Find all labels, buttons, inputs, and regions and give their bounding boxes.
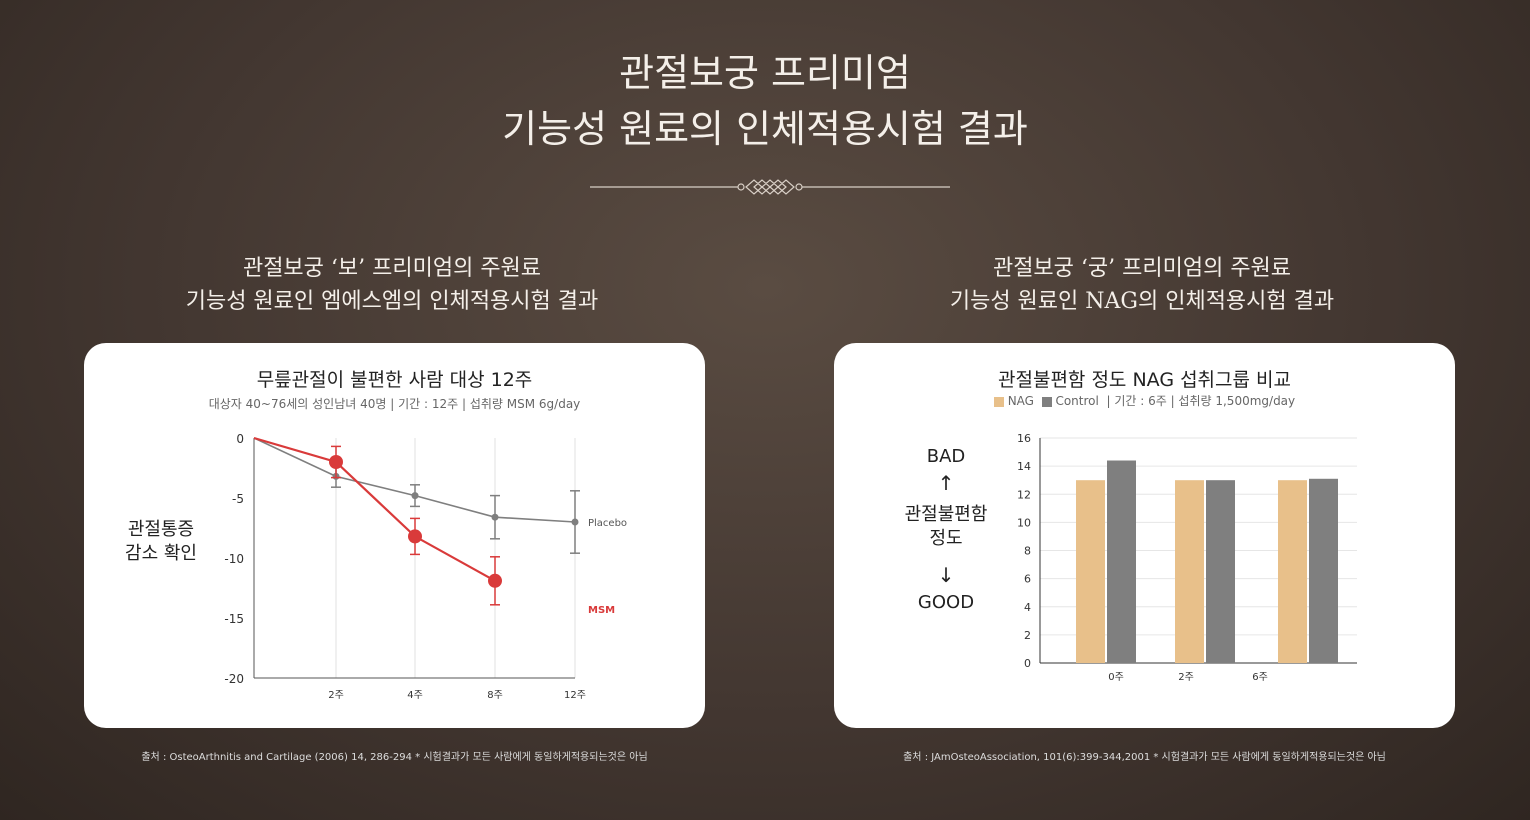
nag-bar [1175, 480, 1204, 663]
y-tick-label: 10 [1017, 516, 1031, 529]
main-title: 관절보궁 프리미엄 기능성 원료의 인체적용시험 결과 [0, 45, 1530, 157]
control-bar [1309, 478, 1338, 663]
ornament-divider-icon [590, 179, 950, 195]
y-tick-label: -5 [232, 492, 244, 506]
msm-y-axis-label-line1: 관절통증 [127, 519, 195, 540]
y-tick-label: -20 [224, 672, 244, 686]
msm-chart-subtitle: 대상자 40~76세의 성인남녀 40명 | 기간 : 12주 | 섭취량 MS… [208, 397, 581, 411]
control-bar [1206, 480, 1235, 663]
nag-y-axis-label: BAD ↑ 관절불편함 정도 ↓ GOOD [886, 445, 1006, 615]
nag-legend-label: NAG [1007, 394, 1034, 408]
y-tick-label: 2 [1024, 629, 1031, 642]
bad-label: BAD [926, 446, 966, 467]
control-legend-label: Control [1055, 394, 1099, 408]
control-legend-swatch [1041, 396, 1052, 407]
y-tick-label: -15 [224, 612, 244, 626]
msm-y-axis-label: 관절통증 감소 확인 [106, 518, 216, 566]
placebo-data-point [571, 518, 579, 526]
msm-series-label: MSM [588, 605, 615, 616]
msm-chart-title: 무릎관절이 불편한 사람 대상 12주 [256, 369, 533, 391]
control-bar [1107, 460, 1136, 663]
left-section-title: 관절보궁 ‘보’ 프리미엄의 주원료 기능성 원료인 엠에스엠의 인체적용시험 … [42, 252, 742, 318]
nag-chart-title: 관절불편함 정도 NAG 섭취그룹 비교 [998, 369, 1291, 391]
right-section-title-line1: 관절보궁 ‘궁’ 프리미엄의 주원료 [992, 256, 1292, 281]
up-arrow-icon: ↑ [937, 471, 955, 495]
msm-series-line [253, 436, 496, 582]
x-tick-label: 4주 [407, 690, 423, 701]
x-tick-label: 2주 [1178, 672, 1194, 683]
left-source-note: 출처 : OsteoArthnitis and Cartilage (2006)… [141, 752, 648, 763]
x-tick-label: 6주 [1252, 672, 1268, 683]
nag-chart-subtitle-text: | 기간 : 6주 | 섭취량 1,500mg/day [1106, 394, 1296, 408]
x-tick-label: 8주 [487, 690, 503, 701]
nag-bar [1076, 480, 1105, 663]
placebo-series-label: Placebo [588, 518, 627, 529]
main-title-line1: 관절보궁 프리미엄 [619, 51, 911, 95]
msm-data-point [408, 529, 422, 544]
main-title-line2: 기능성 원료의 인체적용시험 결과 [502, 107, 1028, 151]
nag-chart-subtitle: NAG Control | 기간 : 6주 | 섭취량 1,500mg/day [834, 392, 1455, 409]
nag-bar-chart: 0 2 4 6 8 10 12 14 16 0주 2주 6주 [1017, 432, 1357, 683]
y-tick-label: 14 [1017, 460, 1031, 473]
y-tick-label: 16 [1017, 432, 1031, 445]
msm-data-point [488, 573, 502, 588]
msm-y-axis-label-line2: 감소 확인 [125, 543, 197, 564]
y-tick-label: 6 [1024, 573, 1031, 586]
down-arrow-icon: ↓ [937, 563, 955, 587]
y-tick-label: 12 [1017, 488, 1031, 501]
y-tick-label: 4 [1024, 601, 1031, 614]
placebo-data-point [491, 513, 499, 521]
good-label: GOOD [917, 592, 975, 613]
y-tick-label: -10 [224, 552, 244, 566]
right-section-title: 관절보궁 ‘궁’ 프리미엄의 주원료 기능성 원료인 NAG의 인체적용시험 결… [792, 252, 1492, 318]
nag-chart-card: 관절불편함 정도 NAG 섭취그룹 비교 NAG Control | 기간 : … [834, 343, 1455, 728]
msm-line-chart: 0 -5 -10 -15 -20 2주 4주 8주 12주 Placebo MSM [224, 432, 627, 701]
left-section-title-line2: 기능성 원료인 엠에스엠의 인체적용시험 결과 [185, 289, 599, 314]
y-tick-label: 0 [1024, 657, 1031, 670]
nag-y-axis-label-line1: 관절불편함 [904, 504, 988, 525]
nag-legend-swatch [993, 396, 1004, 407]
msm-data-point [329, 455, 343, 469]
right-section-title-line2: 기능성 원료인 NAG의 인체적용시험 결과 [949, 289, 1335, 314]
x-tick-label: 0주 [1108, 672, 1124, 683]
y-tick-label: 8 [1024, 545, 1031, 558]
x-tick-label: 12주 [564, 690, 586, 701]
y-tick-label: 0 [236, 432, 244, 446]
nag-y-axis-label-line2: 정도 [929, 528, 963, 549]
nag-bar [1278, 480, 1307, 663]
right-source-note: 출처 : JAmOsteoAssociation, 101(6):399-344… [903, 752, 1386, 763]
msm-chart-card: 무릎관절이 불편한 사람 대상 12주 대상자 40~76세의 성인남녀 40명… [84, 343, 705, 728]
placebo-data-point [411, 492, 419, 500]
left-section-title-line1: 관절보궁 ‘보’ 프리미엄의 주원료 [242, 256, 542, 281]
x-tick-label: 2주 [328, 690, 344, 701]
